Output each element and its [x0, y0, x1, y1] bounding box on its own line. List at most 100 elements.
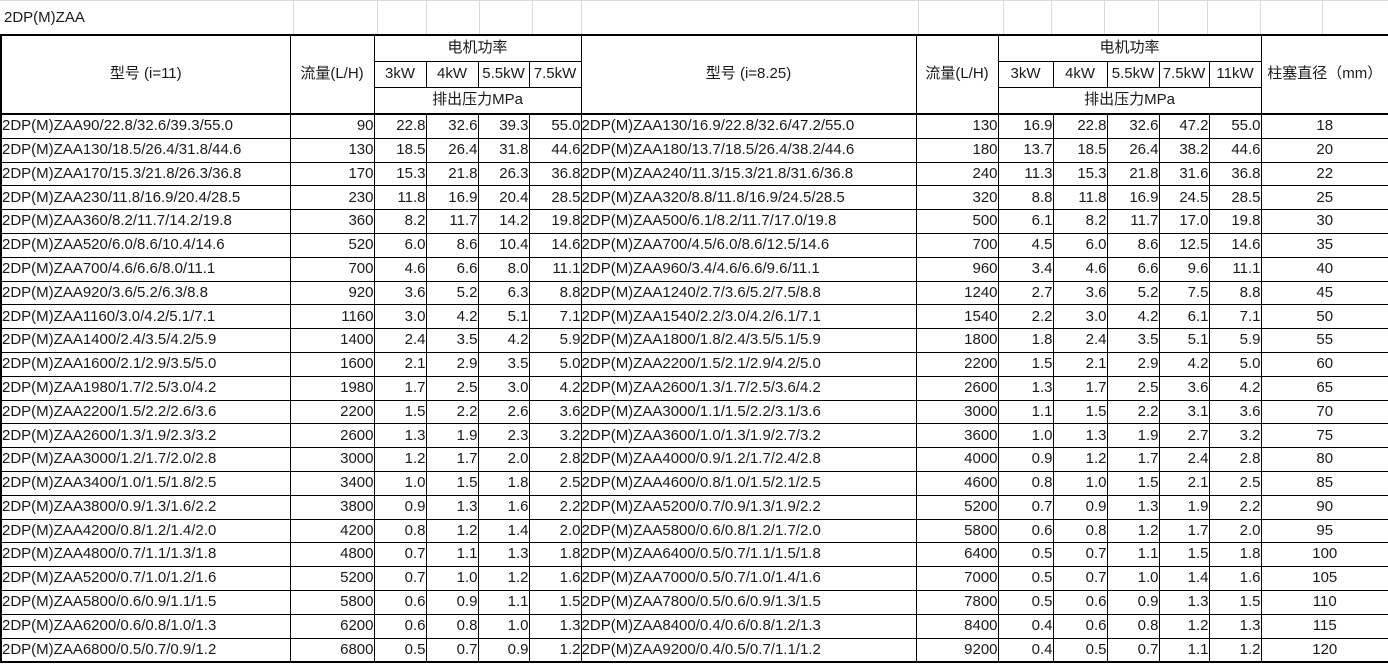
- pressure-cell[interactable]: 7.1: [528, 304, 582, 330]
- flow-cell[interactable]: 500: [915, 209, 999, 234]
- pressure-cell[interactable]: 3.0: [373, 304, 427, 330]
- pressure-cell[interactable]: 6.0: [373, 232, 427, 258]
- pressure-cell[interactable]: 11.7: [1106, 209, 1160, 234]
- empty-cell[interactable]: [1158, 0, 1208, 34]
- model-cell[interactable]: 2DP(M)ZAA5800/0.6/0.9/1.1/1.5: [0, 589, 291, 615]
- pressure-cell[interactable]: 1.5: [528, 589, 582, 615]
- pressure-cell[interactable]: 1.2: [1208, 637, 1262, 663]
- pressure-cell[interactable]: 1.8: [477, 470, 530, 496]
- model-cell[interactable]: 2DP(M)ZAA130/16.9/22.8/32.6/47.2/55.0: [580, 113, 917, 139]
- pressure-cell[interactable]: 0.7: [1052, 542, 1108, 568]
- pressure-cell[interactable]: 1.1: [1106, 542, 1160, 568]
- pressure-cell[interactable]: 2.1: [373, 351, 427, 377]
- flow-cell[interactable]: 4800: [289, 542, 375, 568]
- model-cell[interactable]: 2DP(M)ZAA1540/2.2/3.0/4.2/6.1/7.1: [580, 304, 917, 330]
- pressure-cell[interactable]: 36.8: [1208, 161, 1262, 187]
- flow-cell[interactable]: 1160: [289, 304, 375, 330]
- pressure-cell[interactable]: 3.5: [1106, 328, 1160, 353]
- pressure-cell[interactable]: 0.6: [1052, 613, 1108, 639]
- pressure-cell[interactable]: 0.9: [1106, 589, 1160, 615]
- pressure-cell[interactable]: 1.2: [1106, 518, 1160, 544]
- pressure-cell[interactable]: 1.5: [425, 470, 479, 496]
- empty-cell[interactable]: [1104, 0, 1159, 34]
- flow-cell[interactable]: 4600: [915, 470, 999, 496]
- pressure-cell[interactable]: 0.5: [997, 542, 1054, 568]
- pressure-cell[interactable]: 5.1: [1158, 328, 1210, 353]
- pressure-cell[interactable]: 13.7: [997, 137, 1054, 163]
- model-cell[interactable]: 2DP(M)ZAA320/8.8/11.8/16.9/24.5/28.5: [580, 185, 917, 211]
- model-cell[interactable]: 2DP(M)ZAA230/11.8/16.9/20.4/28.5: [0, 185, 291, 211]
- model-cell[interactable]: 2DP(M)ZAA6800/0.5/0.7/0.9/1.2: [0, 637, 291, 663]
- model-cell[interactable]: 2DP(M)ZAA700/4.6/6.6/8.0/11.1: [0, 256, 291, 282]
- flow-cell[interactable]: 2600: [289, 423, 375, 449]
- model-cell[interactable]: 2DP(M)ZAA130/18.5/26.4/31.8/44.6: [0, 137, 291, 163]
- discharge-pressure-header-right[interactable]: 排出压力MPa: [997, 87, 1262, 115]
- pressure-cell[interactable]: 1.6: [528, 566, 582, 591]
- model-cell[interactable]: 2DP(M)ZAA6200/0.6/0.8/1.0/1.3: [0, 613, 291, 639]
- pressure-cell[interactable]: 4.2: [1158, 351, 1210, 377]
- pressure-cell[interactable]: 3.6: [1158, 375, 1210, 401]
- power-col-header[interactable]: 3kW: [997, 61, 1054, 88]
- pressure-cell[interactable]: 1.2: [477, 566, 530, 591]
- pressure-cell[interactable]: 44.6: [1208, 137, 1262, 163]
- pressure-cell[interactable]: 2.2: [528, 494, 582, 520]
- diameter-cell[interactable]: 85: [1260, 470, 1388, 496]
- pressure-cell[interactable]: 38.2: [1158, 137, 1210, 163]
- pressure-cell[interactable]: 0.8: [425, 613, 479, 639]
- pressure-cell[interactable]: 1.0: [373, 470, 427, 496]
- model-header-left[interactable]: 型号 (i=11): [0, 34, 291, 115]
- pressure-cell[interactable]: 1.5: [1158, 542, 1210, 568]
- pressure-cell[interactable]: 11.7: [425, 209, 479, 234]
- model-cell[interactable]: 2DP(M)ZAA180/13.7/18.5/26.4/38.2/44.6: [580, 137, 917, 163]
- flow-cell[interactable]: 3400: [289, 470, 375, 496]
- pressure-cell[interactable]: 4.5: [997, 232, 1054, 258]
- diameter-cell[interactable]: 65: [1260, 375, 1388, 401]
- model-cell[interactable]: 2DP(M)ZAA5200/0.7/1.0/1.2/1.6: [0, 566, 291, 591]
- pressure-cell[interactable]: 3.6: [1052, 280, 1108, 306]
- flow-cell[interactable]: 960: [915, 256, 999, 282]
- power-col-header[interactable]: 3kW: [373, 61, 427, 88]
- pressure-cell[interactable]: 1.8: [528, 542, 582, 568]
- pressure-cell[interactable]: 7.5: [1158, 280, 1210, 306]
- pressure-cell[interactable]: 16.9: [997, 113, 1054, 139]
- diameter-cell[interactable]: 100: [1260, 542, 1388, 568]
- pressure-cell[interactable]: 4.2: [477, 328, 530, 353]
- pressure-cell[interactable]: 1.7: [1052, 375, 1108, 401]
- pressure-cell[interactable]: 8.6: [1106, 232, 1160, 258]
- diameter-cell[interactable]: 18: [1260, 113, 1388, 139]
- pressure-cell[interactable]: 8.8: [1208, 280, 1262, 306]
- pressure-cell[interactable]: 0.9: [477, 637, 530, 663]
- pressure-cell[interactable]: 2.9: [425, 351, 479, 377]
- flow-cell[interactable]: 130: [289, 137, 375, 163]
- pressure-cell[interactable]: 2.4: [1052, 328, 1108, 353]
- model-cell[interactable]: 2DP(M)ZAA3000/1.1/1.5/2.2/3.1/3.6: [580, 399, 917, 425]
- flow-cell[interactable]: 90: [289, 113, 375, 139]
- pressure-cell[interactable]: 0.7: [373, 542, 427, 568]
- pressure-cell[interactable]: 32.6: [1106, 113, 1160, 139]
- flow-cell[interactable]: 700: [915, 232, 999, 258]
- pressure-cell[interactable]: 2.0: [1208, 518, 1262, 544]
- pressure-cell[interactable]: 0.7: [1052, 566, 1108, 591]
- pressure-cell[interactable]: 2.9: [1106, 351, 1160, 377]
- pressure-cell[interactable]: 5.0: [1208, 351, 1262, 377]
- diameter-cell[interactable]: 70: [1260, 399, 1388, 425]
- pressure-cell[interactable]: 17.0: [1158, 209, 1210, 234]
- pressure-cell[interactable]: 6.3: [477, 280, 530, 306]
- pressure-cell[interactable]: 3.1: [1158, 399, 1210, 425]
- model-cell[interactable]: 2DP(M)ZAA700/4.5/6.0/8.6/12.5/14.6: [580, 232, 917, 258]
- flow-cell[interactable]: 5800: [915, 518, 999, 544]
- pressure-cell[interactable]: 1.5: [1052, 399, 1108, 425]
- pressure-cell[interactable]: 31.6: [1158, 161, 1210, 187]
- flow-cell[interactable]: 2200: [289, 399, 375, 425]
- flow-cell[interactable]: 4200: [289, 518, 375, 544]
- pressure-cell[interactable]: 0.5: [1052, 637, 1108, 663]
- flow-cell[interactable]: 1540: [915, 304, 999, 330]
- pressure-cell[interactable]: 1.3: [477, 542, 530, 568]
- pressure-cell[interactable]: 0.5: [997, 566, 1054, 591]
- pressure-cell[interactable]: 1.2: [528, 637, 582, 663]
- flow-cell[interactable]: 700: [289, 256, 375, 282]
- pressure-cell[interactable]: 4.2: [425, 304, 479, 330]
- flow-cell[interactable]: 5200: [915, 494, 999, 520]
- pressure-cell[interactable]: 20.4: [477, 185, 530, 211]
- model-cell[interactable]: 2DP(M)ZAA360/8.2/11.7/14.2/19.8: [0, 209, 291, 234]
